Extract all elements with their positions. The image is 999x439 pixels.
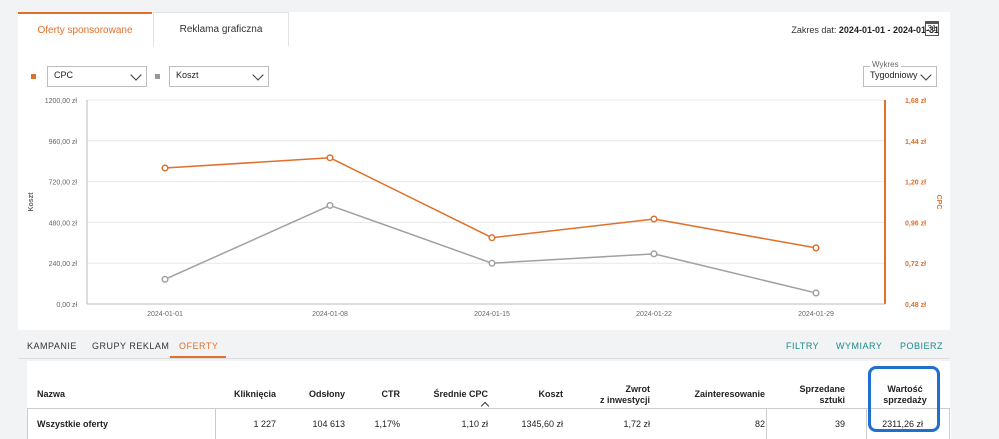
y-tick-label: 1200,00 zł (45, 98, 78, 105)
y-tick-label: 720,00 zł (49, 180, 78, 187)
col-header-roi[interactable]: Zwrot z inwestycji (599, 384, 650, 405)
chart-panel (18, 12, 950, 330)
tab-ad-groups[interactable]: GRUPY REKLAM (92, 341, 170, 351)
chart-type-value: Tygodniowy (870, 70, 918, 80)
highlight-annotation (868, 366, 940, 432)
col-header-interest[interactable]: Zainteresowanie (694, 389, 765, 399)
y2-tick-label: 1,68 zł (905, 98, 926, 105)
y-tick-label: 960,00 zł (49, 139, 78, 146)
y-tick-label: 240,00 zł (49, 261, 78, 268)
calendar-icon[interactable]: 31 (925, 21, 939, 36)
y-axis-label: Koszt (28, 192, 35, 212)
tab-display-ads[interactable]: Reklama graficzna (153, 12, 289, 46)
tab-offers[interactable]: OFERTY (179, 341, 219, 351)
metric-right-select[interactable]: Koszt (169, 66, 269, 87)
table-row (27, 409, 951, 439)
chart-type-label: Wykres (870, 60, 901, 69)
y2-tick-label: 0,48 zł (905, 302, 926, 309)
series-line-cpc (164, 157, 817, 249)
y2-tick-label: 0,72 zł (905, 261, 926, 268)
y-tick-label: 480,00 zł (49, 220, 78, 227)
x-tick-label: 2024-01-01 (147, 311, 183, 318)
metric-right-value: Koszt (176, 70, 199, 80)
col-header-impressions[interactable]: Odsłony (308, 389, 345, 399)
row-clicks: 1 227 (253, 419, 276, 429)
col-header-sold-items[interactable]: Sprzedane sztuki (799, 384, 845, 405)
series-line-koszt (164, 204, 817, 294)
x-tick-label: 2024-01-29 (798, 311, 834, 318)
x-tick-label: 2024-01-15 (474, 311, 510, 318)
col-header-cost[interactable]: Koszt (538, 389, 564, 399)
row-cost: 1345,60 zł (521, 419, 563, 429)
divider (949, 409, 950, 439)
row-impressions: 104 613 (312, 419, 345, 429)
data-point-cpc (161, 164, 169, 172)
top-tabs: Oferty sponsorowane Reklama graficzna (18, 12, 289, 48)
data-point-cpc (812, 244, 820, 252)
col-header-name[interactable]: Nazwa (37, 389, 66, 399)
date-range-value: 2024-01-01 - 2024-01-31 (838, 25, 939, 35)
tab-campaigns[interactable]: KAMPANIE (27, 341, 77, 351)
metric-left-value: CPC (54, 70, 74, 80)
data-point-koszt (812, 289, 820, 297)
row-name[interactable]: Wszystkie oferty (37, 419, 109, 429)
data-point-koszt (161, 275, 169, 283)
divider (27, 408, 950, 409)
divider (18, 358, 950, 359)
row-interest: 82 (754, 419, 765, 429)
download-button[interactable]: POBIERZ (900, 341, 944, 351)
row-avg-cpc: 1,10 zł (461, 419, 488, 429)
data-point-cpc (326, 154, 334, 162)
data-point-cpc (650, 215, 658, 223)
col-header-sales-value[interactable]: Wartość sprzedaży (883, 384, 927, 405)
y2-axis-label: CPC (935, 195, 942, 210)
data-point-koszt (326, 201, 334, 209)
row-sales-value: 2311,26 zł (882, 419, 923, 429)
y-tick-label: 0,00 zł (56, 302, 77, 309)
y2-tick-label: 1,44 zł (905, 139, 926, 146)
chart-type-select[interactable]: Tygodniowy (863, 66, 937, 87)
y2-tick-label: 1,20 zł (905, 180, 926, 187)
divider (766, 409, 767, 439)
x-tick-label: 2024-01-08 (312, 311, 348, 318)
data-point-koszt (488, 259, 496, 267)
row-ctr: 1,17% (374, 419, 400, 429)
y2-tick-label: 0,96 zł (905, 220, 926, 227)
col-header-ctr[interactable]: CTR (381, 389, 401, 399)
cpc-legend-swatch (31, 74, 36, 79)
data-point-koszt (650, 250, 658, 258)
date-range[interactable]: Zakres dat: 2024-01-01 - 2024-01-31 (791, 25, 939, 35)
dimensions-button[interactable]: WYMIARY (836, 341, 883, 351)
line-chart: 0,00 zł 0,48 zł 240,00 zł 0,72 zł 480,00 zł 0… (28, 98, 942, 318)
cost-legend-swatch (155, 74, 160, 79)
col-header-clicks[interactable]: Kliknięcia (233, 389, 276, 399)
divider (866, 409, 867, 439)
divider (215, 409, 216, 439)
avg-cpc-label: Średnie CPC (433, 389, 488, 399)
metric-left-select[interactable]: CPC (47, 66, 147, 87)
tab-sponsored-offers[interactable]: Oferty sponsorowane (18, 12, 152, 46)
x-tick-label: 2024-01-22 (636, 311, 672, 318)
filters-button[interactable]: FILTRY (786, 341, 820, 351)
col-header-avg-cpc[interactable]: Średnie CPC (430, 389, 490, 411)
date-range-prefix: Zakres dat: (791, 25, 837, 35)
row-sold-items: 39 (834, 419, 845, 429)
active-tab-underline (170, 356, 226, 358)
row-roi: 1,72 zł (623, 419, 650, 429)
data-point-cpc (488, 234, 496, 242)
